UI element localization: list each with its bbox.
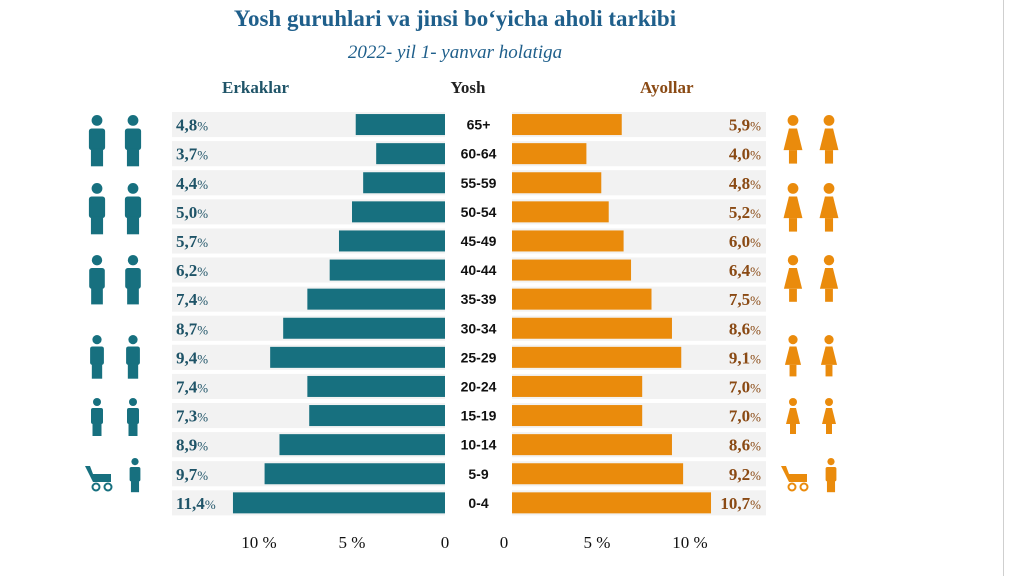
age-label: 30-34 bbox=[461, 320, 497, 336]
male-value-label: 9,7% bbox=[176, 465, 208, 484]
teen-couple-icon bbox=[784, 335, 838, 377]
female-value-label: 4,8% bbox=[729, 174, 761, 193]
male-value-label: 7,4% bbox=[176, 290, 208, 309]
female-bar bbox=[512, 143, 587, 165]
female-value-label: 9,1% bbox=[729, 348, 761, 367]
x-tick-label-female: 5 % bbox=[584, 533, 611, 552]
teen-couple-icon bbox=[90, 335, 140, 379]
female-bar bbox=[512, 434, 672, 456]
male-bar bbox=[307, 288, 445, 310]
male-value-label: 3,7% bbox=[176, 145, 208, 164]
male-value-label: 8,7% bbox=[176, 319, 208, 338]
elderly-couple-icon bbox=[783, 115, 839, 164]
child-couple-icon bbox=[786, 398, 836, 434]
female-value-label: 6,0% bbox=[729, 232, 761, 251]
age-label: 65+ bbox=[467, 117, 491, 133]
age-label: 35-39 bbox=[461, 291, 497, 307]
x-tick-label-male: 10 % bbox=[241, 533, 276, 552]
female-bar bbox=[512, 201, 609, 223]
age-label: 40-44 bbox=[461, 262, 497, 278]
female-value-label: 5,9% bbox=[729, 116, 761, 135]
age-label: 45-49 bbox=[461, 233, 497, 249]
male-bar bbox=[283, 317, 445, 339]
chart-title: Yosh guruhlari va jinsi bo‘yicha aholi t… bbox=[233, 6, 677, 31]
age-label: 5-9 bbox=[468, 466, 488, 482]
elderly-couple-icon bbox=[88, 115, 142, 167]
female-bar bbox=[512, 346, 682, 368]
young-adult-couple-icon bbox=[89, 255, 141, 305]
young-adult-couple-icon bbox=[783, 255, 839, 302]
male-value-label: 5,7% bbox=[176, 232, 208, 251]
age-label: 25-29 bbox=[461, 349, 497, 365]
female-value-label: 4,0% bbox=[729, 145, 761, 164]
female-bar bbox=[512, 375, 643, 397]
male-header: Erkaklar bbox=[222, 78, 290, 97]
age-label: 15-19 bbox=[461, 408, 497, 424]
age-label: 60-64 bbox=[461, 146, 497, 162]
male-value-label: 11,4% bbox=[176, 494, 216, 513]
female-value-label: 9,2% bbox=[729, 465, 761, 484]
window-edge bbox=[1003, 0, 1004, 576]
male-value-label: 9,4% bbox=[176, 348, 208, 367]
age-label: 0-4 bbox=[468, 495, 488, 511]
female-bar bbox=[512, 405, 643, 427]
female-bar bbox=[512, 288, 652, 310]
male-bar bbox=[355, 114, 445, 136]
male-bar bbox=[338, 230, 445, 252]
x-tick-label-male: 5 % bbox=[339, 533, 366, 552]
female-bar bbox=[512, 230, 624, 252]
male-value-label: 5,0% bbox=[176, 203, 208, 222]
female-bar bbox=[512, 317, 672, 339]
male-bar bbox=[376, 143, 445, 165]
female-bar bbox=[512, 259, 632, 281]
male-bar bbox=[270, 346, 445, 368]
age-label: 20-24 bbox=[461, 378, 497, 394]
female-bar bbox=[512, 114, 622, 136]
male-bar bbox=[309, 405, 445, 427]
adult-couple-icon bbox=[88, 183, 142, 235]
male-value-label: 4,8% bbox=[176, 116, 208, 135]
female-bar bbox=[512, 492, 712, 514]
male-value-label: 7,3% bbox=[176, 407, 208, 426]
male-bar bbox=[329, 259, 445, 281]
male-bar bbox=[279, 434, 445, 456]
chart-subtitle: 2022- yil 1- yanvar holatiga bbox=[347, 42, 563, 63]
female-value-label: 5,2% bbox=[729, 203, 761, 222]
male-bar bbox=[232, 492, 445, 514]
male-value-label: 8,9% bbox=[176, 436, 208, 455]
female-value-label: 7,0% bbox=[729, 407, 761, 426]
child-couple-icon bbox=[91, 398, 139, 436]
age-label: 10-14 bbox=[461, 437, 497, 453]
male-bar bbox=[264, 463, 445, 485]
x-tick-label-female: 10 % bbox=[672, 533, 707, 552]
female-value-label: 8,6% bbox=[729, 319, 761, 338]
x-tick-label-female: 0 bbox=[500, 533, 509, 552]
male-bar bbox=[307, 375, 445, 397]
female-value-label: 7,0% bbox=[729, 377, 761, 396]
stroller-child-icon bbox=[781, 458, 837, 493]
female-bar bbox=[512, 463, 684, 485]
age-header: Yosh bbox=[450, 78, 486, 97]
female-bar bbox=[512, 172, 602, 194]
age-label: 55-59 bbox=[461, 175, 497, 191]
female-header: Ayollar bbox=[640, 78, 694, 97]
female-value-label: 10,7% bbox=[720, 494, 761, 513]
female-value-label: 6,4% bbox=[729, 261, 761, 280]
female-value-label: 8,6% bbox=[729, 436, 761, 455]
male-value-label: 4,4% bbox=[176, 174, 208, 193]
adult-couple-icon bbox=[783, 183, 839, 232]
male-bar bbox=[363, 172, 445, 194]
age-label: 50-54 bbox=[461, 204, 497, 220]
male-bar bbox=[352, 201, 445, 223]
stroller-child-icon bbox=[85, 458, 141, 493]
male-value-label: 6,2% bbox=[176, 261, 208, 280]
male-value-label: 7,4% bbox=[176, 377, 208, 396]
x-tick-label-male: 0 bbox=[441, 533, 450, 552]
female-value-label: 7,5% bbox=[729, 290, 761, 309]
